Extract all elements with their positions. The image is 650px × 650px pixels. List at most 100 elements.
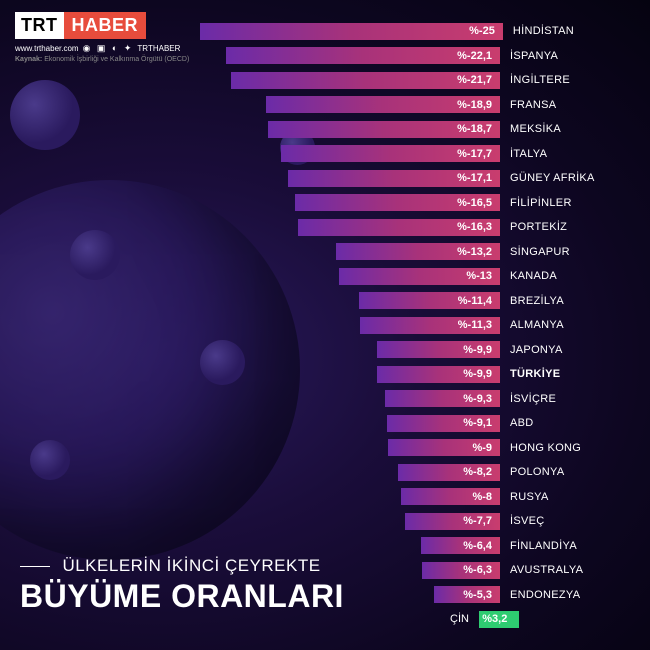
chart-row: %-9,1 ABD	[200, 412, 630, 435]
bar-value: %-5,3	[463, 589, 492, 601]
bar-negative: %-11,4	[359, 292, 500, 309]
chart-row: %-22,1 İSPANYA	[200, 45, 630, 68]
virus-decoration	[10, 80, 80, 150]
title-block: ÜLKELERİN İKİNCİ ÇEYREKTE BÜYÜME ORANLAR…	[20, 556, 344, 615]
chart-row: %-9,3 İSVİÇRE	[200, 388, 630, 411]
chart-row: %-6,4 FİNLANDİYA	[200, 535, 630, 558]
bar-value: %-13,2	[457, 246, 492, 258]
logo-part2: HABER	[64, 12, 147, 39]
bar-negative: %-9,1	[387, 415, 500, 432]
chart-row: %-25HİNDİSTAN	[200, 20, 630, 43]
virus-decoration	[30, 440, 70, 480]
chart-row: %-16,3PORTEKİZ	[200, 216, 630, 239]
country-label: ENDONEZYA	[510, 589, 630, 601]
country-label: KANADA	[510, 270, 630, 282]
chart-row: %-13 KANADA	[200, 265, 630, 288]
title-accent-line	[20, 566, 50, 567]
country-label: FRANSA	[510, 99, 630, 111]
bar-negative: %-9	[388, 439, 500, 456]
country-label: SİNGAPUR	[510, 246, 630, 258]
country-label: İNGİLTERE	[510, 74, 630, 86]
bar-value: %-21,7	[457, 74, 492, 86]
bar-value: %3,2	[482, 613, 507, 625]
chart-row: %-13,2 SİNGAPUR	[200, 241, 630, 264]
logo-part1: TRT	[15, 12, 64, 39]
bar-negative: %-18,7	[268, 121, 500, 138]
chart-row: %-21,7 İNGİLTERE	[200, 69, 630, 92]
bar-value: %-9,9	[463, 368, 492, 380]
country-label: TÜRKİYE	[510, 368, 630, 380]
country-label: FİNLANDİYA	[510, 540, 630, 552]
country-label: ALMANYA	[510, 319, 630, 331]
bar-negative: %-9,3	[385, 390, 500, 407]
bar-negative: %-11,3	[360, 317, 500, 334]
social-icons: ◉ ▣ ◐ ✦	[83, 43, 134, 54]
source-text: Ekonomik İşbirliği ve Kalkınma Örgütü (O…	[44, 56, 189, 63]
bar-negative: %-17,7	[281, 145, 500, 162]
bar-value: %-16,3	[457, 221, 492, 233]
bar-negative: %-8	[401, 488, 500, 505]
country-label: ÇİN	[450, 613, 469, 625]
bar-negative: %-16,3	[298, 219, 500, 236]
chart-row: %-18,9 FRANSA	[200, 94, 630, 117]
bar-value: %-8	[472, 491, 492, 503]
bar-value: %-13	[466, 270, 492, 282]
country-label: RUSYA	[510, 491, 630, 503]
bar-negative: %-6,4	[421, 537, 500, 554]
growth-chart: %-25HİNDİSTAN %-22,1 İSPANYA %-21,7 İNGİLTER…	[200, 20, 630, 633]
bar-value: %-16,5	[457, 197, 492, 209]
chart-row: %-18,7 MEKSİKA	[200, 118, 630, 141]
bar-negative: %-5,3	[434, 586, 500, 603]
country-label: İTALYA	[510, 148, 630, 160]
chart-row: %-8,2 POLONYA	[200, 461, 630, 484]
country-label: AVUSTRALYA	[510, 564, 630, 576]
bar-value: %-17,7	[457, 148, 492, 160]
bar-value: %-22,1	[457, 50, 492, 62]
chart-row: %-9 HONG KONG	[200, 437, 630, 460]
country-label: HİNDİSTAN	[513, 25, 630, 37]
chart-row: %-17,7 İTALYA	[200, 143, 630, 166]
chart-row: %-9,9 TÜRKİYE	[200, 363, 630, 386]
country-label: MEKSİKA	[510, 123, 630, 135]
title-sub: ÜLKELERİN İKİNCİ ÇEYREKTE	[62, 556, 320, 575]
header: TRT HABER www.trthaber.com ◉ ▣ ◐ ✦ TRTHA…	[15, 12, 189, 63]
handle: TRTHABER	[137, 44, 180, 53]
bar-value: %-18,9	[457, 99, 492, 111]
country-label: BREZİLYA	[510, 295, 630, 307]
source: Kaynak: Ekonomik İşbirliği ve Kalkınma Ö…	[15, 56, 189, 63]
country-label: JAPONYA	[510, 344, 630, 356]
bar-value: %-18,7	[457, 123, 492, 135]
bar-value: %-9,1	[463, 417, 492, 429]
bar-negative: %-7,7	[405, 513, 500, 530]
chart-row: %-11,4 BREZİLYA	[200, 290, 630, 313]
bar-negative: %-18,9	[266, 96, 500, 113]
bar-value: %-6,4	[463, 540, 492, 552]
country-label: ABD	[510, 417, 630, 429]
bar-negative: %-9,9	[377, 366, 500, 383]
logo: TRT HABER	[15, 12, 146, 39]
bar-value: %-8,2	[463, 466, 492, 478]
sub-header: www.trthaber.com ◉ ▣ ◐ ✦ TRTHABER	[15, 43, 189, 54]
country-label: POLONYA	[510, 466, 630, 478]
bar-negative: %-13,2	[336, 243, 500, 260]
bar-negative: %-17,1	[288, 170, 500, 187]
bar-negative: %-6,3	[422, 562, 500, 579]
country-label: HONG KONG	[510, 442, 630, 454]
virus-decoration	[70, 230, 120, 280]
bar-value: %-7,7	[463, 515, 492, 527]
bar-value: %-6,3	[463, 564, 492, 576]
bar-value: %-17,1	[457, 172, 492, 184]
bar-value: %-9	[472, 442, 492, 454]
bar-positive: %3,2	[479, 611, 519, 628]
chart-row: %-8 RUSYA	[200, 486, 630, 509]
chart-row: %-16,5FİLİPİNLER	[200, 192, 630, 215]
chart-row: %-9,9 JAPONYA	[200, 339, 630, 362]
bar-value: %-9,3	[463, 393, 492, 405]
bar-value: %-9,9	[463, 344, 492, 356]
bar-negative: %-9,9	[377, 341, 500, 358]
source-label: Kaynak:	[15, 56, 42, 63]
country-label: İSVEÇ	[510, 515, 630, 527]
country-label: İSPANYA	[510, 50, 630, 62]
bar-value: %-11,3	[458, 319, 492, 331]
country-label: İSVİÇRE	[510, 393, 630, 405]
